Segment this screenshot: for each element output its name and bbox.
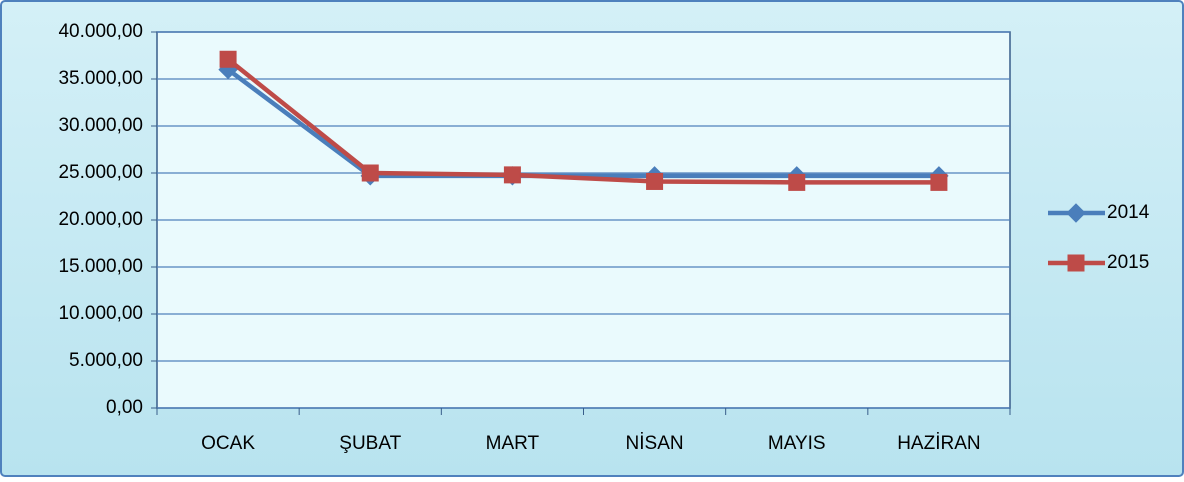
x-tick-label: MART [486,433,540,454]
x-tick-label: MAYIS [768,433,826,454]
y-tick-label: 25.000,00 [58,162,143,183]
series-line [226,67,939,179]
legend-marker [1066,203,1086,223]
series-line [226,57,939,185]
legend-label: 2015 [1107,252,1149,273]
x-tick-label: OCAK [201,433,255,454]
y-tick-label: 10.000,00 [58,303,143,324]
data-point [219,50,237,68]
data-point [788,173,806,191]
y-tick-label: 5.000,00 [69,350,143,371]
x-tick-label: NİSAN [626,433,684,454]
data-point [930,173,948,191]
legend-label: 2014 [1107,202,1150,223]
y-tick-label: 20.000,00 [58,209,143,230]
data-point [646,172,664,190]
y-tick-label: 30.000,00 [58,115,143,136]
x-tick-label: ŞUBAT [339,433,401,454]
x-tick-label: HAZİRAN [897,433,980,454]
legend-marker [1067,254,1085,272]
y-tick-label: 15.000,00 [58,256,143,277]
data-point [503,166,521,184]
y-tick-label: 35.000,00 [58,68,143,89]
y-tick-label: 40.000,00 [58,21,143,42]
y-tick-label: 0,00 [106,397,143,418]
data-point [361,164,379,182]
